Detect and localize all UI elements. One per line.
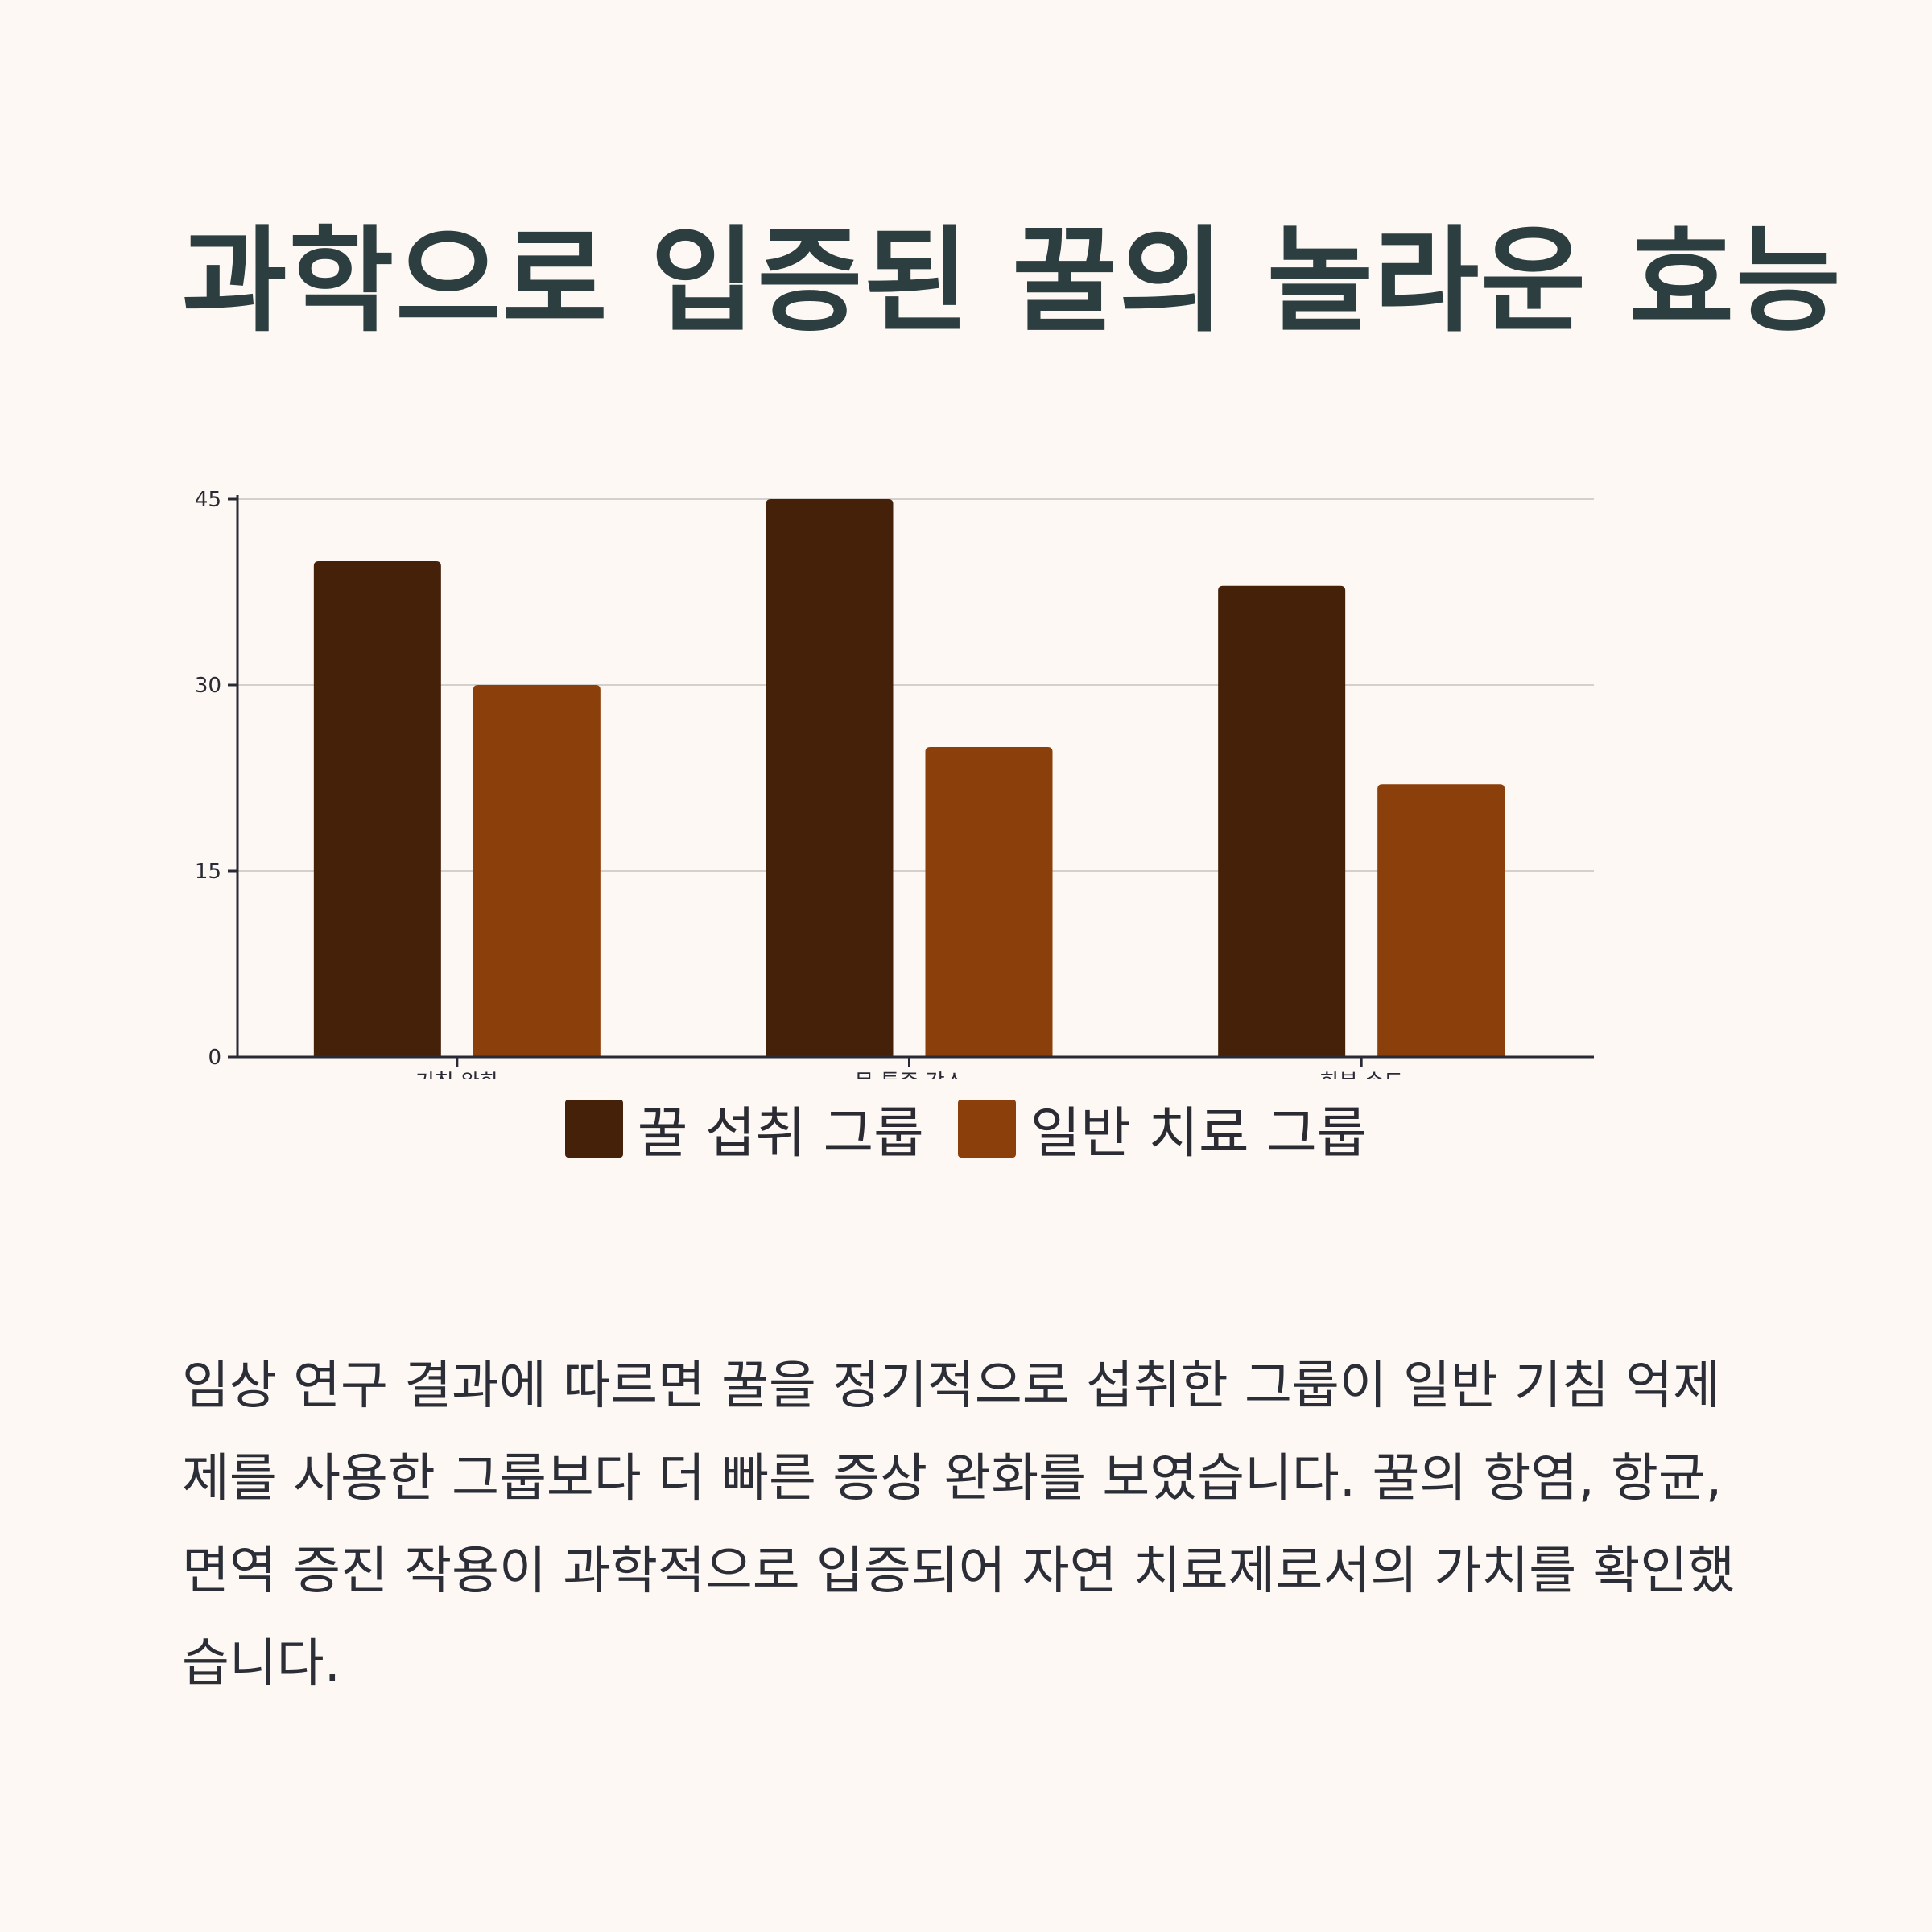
x-tick-label: 기침 완화 — [415, 1071, 499, 1079]
y-tick-label: 45 — [195, 488, 221, 512]
bar-standard-1 — [925, 747, 1053, 1057]
bar-standard-0 — [473, 685, 601, 1057]
bar-honey-0 — [313, 561, 441, 1057]
legend-item-honey: 꿀 섭취 그룹 — [564, 1088, 924, 1168]
y-tick-label: 0 — [208, 1046, 221, 1070]
legend-label-standard: 일반 치료 그룹 — [1030, 1102, 1368, 1166]
x-tick-label: 회복 속도 — [1319, 1071, 1403, 1079]
bar-standard-2 — [1377, 784, 1505, 1057]
x-tick-label: 목 통증 감소 — [854, 1071, 964, 1079]
y-tick-label: 15 — [195, 860, 221, 884]
chart-legend: 꿀 섭취 그룹 일반 치료 그룹 — [0, 1088, 1932, 1168]
description-paragraph: 임상 연구 결과에 따르면 꿀을 정기적으로 섭취한 그룹이 일반 기침 억제제… — [182, 1356, 1736, 1694]
legend-label-honey: 꿀 섭취 그룹 — [637, 1102, 924, 1166]
legend-swatch-honey — [564, 1099, 623, 1158]
y-axis-ticks: 0 15 30 45 — [195, 488, 237, 1070]
chart-axes — [236, 495, 1594, 1059]
y-tick-label: 30 — [195, 674, 221, 698]
x-axis-ticks: 기침 완화 목 통증 감소 회복 속도 — [415, 1057, 1403, 1079]
chart-bars — [313, 499, 1505, 1057]
legend-swatch-standard — [957, 1099, 1016, 1158]
legend-item-standard: 일반 치료 그룹 — [957, 1088, 1368, 1168]
bar-honey-2 — [1218, 585, 1346, 1057]
bar-honey-1 — [766, 499, 894, 1057]
page-title: 과학으로 입증된 꿀의 놀라운 효능 — [182, 215, 1843, 348]
bar-chart: 0 15 30 45 기침 완화 목 통증 감소 회복 속도 — [195, 488, 1594, 1079]
chart-gridlines — [237, 498, 1594, 872]
